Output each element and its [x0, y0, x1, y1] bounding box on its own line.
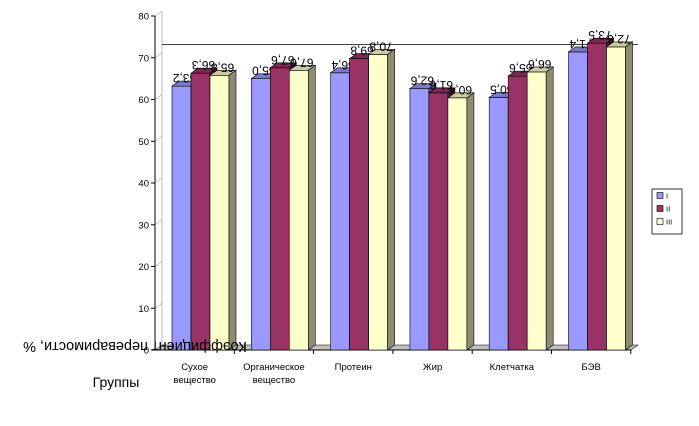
y-tick-label: 30 [138, 220, 149, 231]
bar-III [606, 46, 626, 351]
data-label: 66,6 [528, 57, 552, 71]
bar-I [171, 85, 192, 351]
y-tick-depth [154, 10, 163, 17]
data-label: 66,4 [331, 58, 355, 72]
data-label: 60,4 [448, 83, 472, 97]
bar-side-III [625, 41, 633, 351]
bar-III [447, 97, 468, 351]
bar-II [269, 67, 290, 351]
bar-side-III [387, 48, 395, 351]
legend-swatch-I [656, 192, 664, 199]
data-label: 63,2 [172, 71, 196, 85]
x-tick-label: Клетчатка [490, 362, 535, 373]
y-tick-label: 20 [138, 262, 149, 273]
bar-I [330, 72, 350, 351]
bar-side-III [228, 69, 237, 351]
data-label: 71,4 [569, 37, 593, 51]
y-tick-label: 0 [144, 346, 149, 357]
y-tick-label: 60 [138, 95, 149, 106]
bar-side-III [307, 64, 316, 351]
legend-label: II [666, 205, 670, 214]
data-label: 69,8 [350, 44, 374, 58]
y-tick-label: 80 [138, 12, 149, 23]
bar-II [587, 42, 607, 351]
bar-II [428, 92, 449, 351]
y-tick-depth [154, 219, 163, 225]
bar-I [251, 78, 271, 351]
y-tick-depth [154, 344, 163, 351]
legend-label: I [666, 192, 668, 201]
legend-label: III [666, 218, 672, 227]
y-tick-label: 10 [138, 304, 149, 315]
x-tick-label: вещество [173, 375, 216, 386]
legend-swatch-III [656, 218, 664, 225]
x-tick-label: Протеин [335, 362, 372, 373]
data-label: 66,3 [191, 58, 215, 72]
bar-II [507, 75, 528, 351]
data-label: 67,0 [290, 55, 314, 69]
data-label: 65,8 [210, 60, 234, 74]
data-label: 60,5 [490, 82, 514, 96]
x-tick-label: Органическое [243, 362, 305, 373]
bar-III [288, 69, 309, 351]
y-tick-depth [154, 136, 163, 142]
y-tick-depth [154, 52, 163, 58]
bar-I [409, 88, 430, 351]
data-label: 70,8 [369, 39, 393, 53]
data-label: 62,6 [410, 74, 434, 88]
bar-side-III [466, 92, 475, 351]
bar-III [526, 71, 547, 351]
bar-I [568, 51, 588, 351]
data-label: 65,6 [509, 61, 533, 75]
bar-II [349, 58, 369, 351]
data-label: 61,6 [429, 78, 453, 92]
y-tick-depth [154, 94, 163, 100]
y-axis-title: Коэффициент переваримости, % [23, 338, 247, 354]
legend-swatch-II [656, 205, 664, 212]
y-tick-label: 40 [138, 179, 149, 190]
bar-III [209, 74, 230, 351]
x-axis-title: Группы [93, 374, 140, 390]
bar-III [368, 54, 388, 351]
y-tick-label: 50 [138, 137, 149, 148]
y-tick-label: 70 [138, 53, 149, 64]
x-tick-label: Сухое [181, 362, 208, 373]
x-tick-label: БЭВ [582, 362, 601, 373]
data-label: 67,6 [271, 53, 295, 67]
data-label: 72,6 [607, 32, 631, 46]
y-tick-depth [154, 261, 163, 267]
y-tick-depth [154, 303, 163, 309]
bar-I [488, 97, 509, 351]
x-tick-label: Жир [423, 362, 442, 373]
y-tick-depth [154, 177, 163, 184]
data-label: 73,5 [588, 28, 612, 42]
bar-side-III [545, 66, 554, 351]
bar-II [190, 72, 211, 351]
data-label: 65,0 [252, 64, 276, 78]
x-tick-label: вещество [253, 375, 296, 386]
